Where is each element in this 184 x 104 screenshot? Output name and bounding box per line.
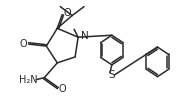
Text: H₂N: H₂N: [19, 75, 38, 85]
Text: O: O: [63, 7, 71, 18]
Text: O: O: [58, 84, 66, 93]
Text: S: S: [109, 70, 115, 80]
Text: O: O: [20, 39, 27, 49]
Text: N: N: [81, 31, 89, 41]
